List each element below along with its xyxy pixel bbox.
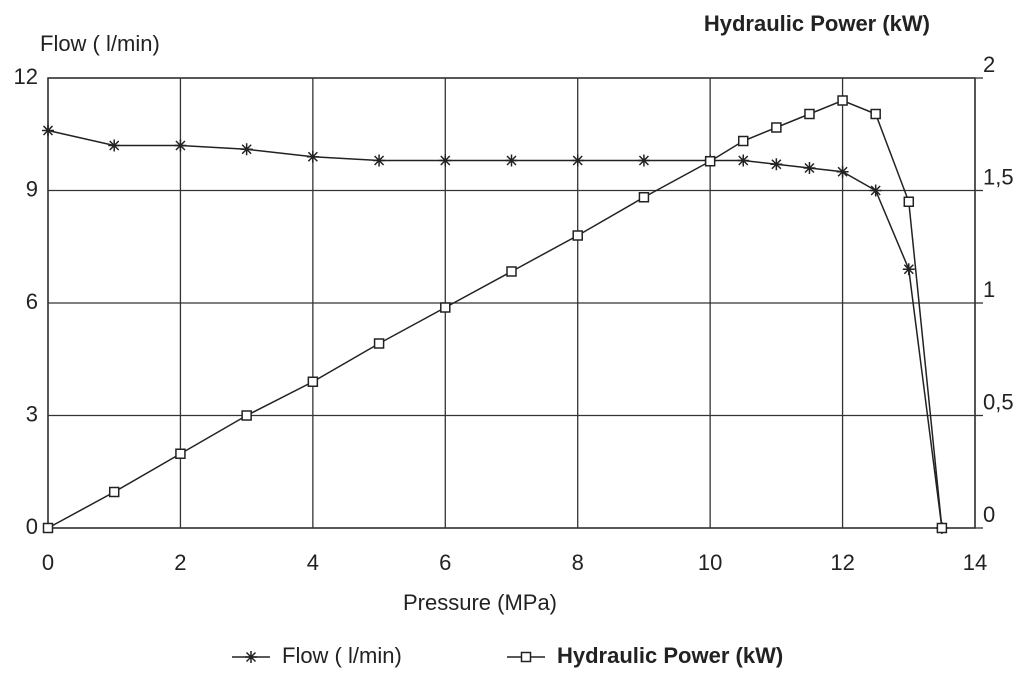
y2-axis-label: Hydraulic Power (kW)	[704, 11, 930, 36]
data-point	[42, 522, 54, 534]
data-point	[306, 150, 319, 163]
data-point	[803, 162, 816, 174]
series-line	[47, 99, 943, 529]
legend-label: Flow ( l/min)	[282, 643, 402, 668]
data-point	[902, 263, 915, 276]
y-axis-label: Flow ( l/min)	[40, 31, 160, 56]
data-point	[240, 143, 253, 156]
data-point	[241, 410, 252, 421]
data-point	[440, 302, 451, 313]
x-tick-label: 8	[572, 550, 584, 575]
y2-tick-label: 2	[983, 52, 995, 77]
data-point	[704, 156, 716, 167]
data-point	[836, 165, 849, 178]
data-point	[108, 139, 121, 152]
data-point	[903, 196, 915, 207]
y-tick-label: 12	[14, 64, 38, 89]
x-tick-label: 14	[963, 550, 987, 575]
y-tick-label: 6	[26, 289, 38, 314]
y-tick-label: 0	[26, 514, 38, 539]
data-point	[505, 154, 518, 167]
data-point	[770, 158, 783, 171]
legend-marker	[520, 651, 532, 663]
x-tick-label: 0	[42, 550, 54, 575]
y2-tick-label: 0,5	[983, 389, 1014, 414]
x-tick-label: 6	[439, 550, 451, 575]
data-point	[174, 139, 187, 152]
data-point	[439, 154, 452, 167]
data-point	[637, 154, 650, 167]
y-tick-label: 9	[26, 176, 38, 201]
x-axis-label: Pressure (MPa)	[403, 590, 557, 615]
y-tick-label: 3	[26, 401, 38, 426]
data-point	[638, 192, 650, 203]
data-point	[108, 486, 120, 498]
data-point	[572, 230, 583, 241]
y2-tick-label: 1	[983, 277, 995, 302]
y2-tick-label: 1,5	[983, 164, 1014, 189]
data-point	[175, 448, 186, 459]
data-point	[804, 108, 815, 120]
series-line	[47, 129, 943, 529]
data-point	[771, 122, 782, 133]
x-tick-label: 4	[307, 550, 319, 575]
x-tick-label: 10	[698, 550, 722, 575]
data-point	[506, 266, 517, 277]
legend-marker	[245, 651, 257, 663]
data-point	[870, 108, 881, 120]
data-point	[869, 184, 882, 197]
data-point	[373, 338, 385, 349]
data-point	[42, 124, 54, 137]
data-point	[737, 154, 750, 167]
x-tick-label: 2	[174, 550, 186, 575]
data-point	[837, 95, 848, 106]
data-point	[936, 522, 948, 534]
legend-label: Hydraulic Power (kW)	[557, 643, 783, 668]
x-tick-label: 12	[830, 550, 854, 575]
data-point	[307, 376, 319, 387]
y2-tick-label: 0	[983, 502, 995, 527]
data-point	[738, 135, 749, 147]
data-point	[571, 154, 584, 167]
data-point	[373, 154, 386, 167]
